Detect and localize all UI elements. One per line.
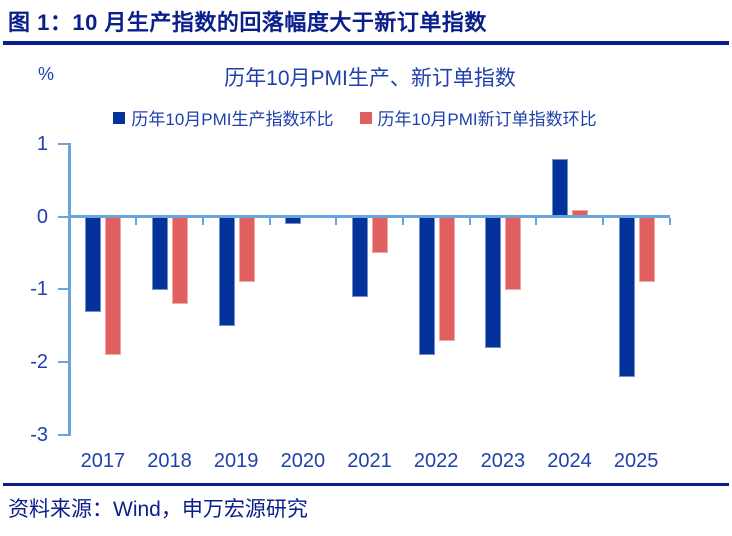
- y-tick-mark: [58, 142, 69, 145]
- x-tick-mark: [535, 218, 538, 225]
- y-tick-label: 1: [36, 132, 48, 155]
- legend-label: 历年10月PMI生产指数环比: [131, 110, 334, 129]
- y-tick-label: -3: [30, 423, 48, 446]
- x-tick-mark: [335, 218, 338, 225]
- bar-new-orders-2023: [505, 217, 522, 290]
- x-tick-mark: [401, 218, 404, 225]
- bar-production-2023: [485, 217, 502, 348]
- x-tick-mark: [268, 218, 271, 225]
- bar-new-orders-2019: [238, 217, 255, 283]
- bar-production-2018: [152, 217, 168, 290]
- bar-new-orders-2021: [372, 217, 388, 254]
- x-tick-mark: [468, 218, 471, 225]
- bar-production-2020: [285, 217, 302, 225]
- y-tick-label: 0: [36, 205, 48, 228]
- bar-production-2024: [552, 158, 568, 217]
- legend-label: 历年10月PMI新订单指数环比: [377, 110, 597, 129]
- source-text: 资料来源：Wind，申万宏源研究: [8, 498, 308, 521]
- x-axis-label: 2023: [480, 450, 526, 472]
- y-tick-label: -1: [30, 278, 48, 301]
- bar-production-2017: [85, 217, 102, 312]
- x-axis-label: 2021: [347, 450, 392, 472]
- x-axis-label: 2019: [213, 450, 259, 472]
- bar-production-2022: [418, 217, 435, 356]
- y-axis-line: [68, 143, 71, 436]
- x-tick-mark: [68, 218, 71, 225]
- legend-item-new-orders: 历年10月PMI新订单指数环比: [359, 105, 597, 130]
- figure-title: 图 1：10 月生产指数的回落幅度大于新订单指数: [8, 10, 487, 35]
- x-axis-zero-line: [68, 215, 670, 218]
- bar-new-orders-2022: [438, 217, 455, 341]
- bar-production-2019: [218, 217, 235, 327]
- x-axis-label: 2020: [280, 450, 326, 472]
- x-tick-mark: [668, 218, 671, 225]
- x-tick-mark: [201, 218, 204, 225]
- chart-title: 历年10月PMI生产、新订单指数: [224, 67, 516, 90]
- source-divider: [3, 483, 729, 486]
- title-underline: [3, 41, 729, 45]
- legend-item-production: 历年10月PMI生产指数环比: [113, 105, 334, 130]
- y-tick-mark: [58, 288, 69, 291]
- bar-new-orders-2017: [105, 217, 122, 356]
- bar-new-orders-2018: [172, 217, 188, 305]
- y-axis-unit-label: %: [38, 64, 55, 84]
- bar-new-orders-2025: [638, 217, 655, 283]
- chart-legend: 历年10月PMI生产指数环比 历年10月PMI新订单指数环比: [10, 105, 700, 130]
- x-axis-label: 2022: [413, 450, 459, 472]
- x-axis-label: 2025: [613, 450, 659, 472]
- x-axis-label: 2018: [147, 450, 192, 472]
- legend-swatch: [113, 111, 126, 124]
- x-axis-label: 2017: [80, 450, 126, 472]
- y-tick-mark: [58, 433, 69, 436]
- x-tick-mark: [135, 218, 138, 225]
- bar-production-2021: [352, 217, 368, 297]
- bar-production-2025: [618, 217, 635, 377]
- y-tick-label: -2: [30, 350, 48, 373]
- x-axis-label: 2024: [547, 450, 592, 472]
- legend-swatch: [359, 111, 372, 124]
- y-tick-mark: [58, 360, 69, 363]
- x-tick-mark: [601, 218, 604, 225]
- y-tick-mark: [58, 215, 69, 218]
